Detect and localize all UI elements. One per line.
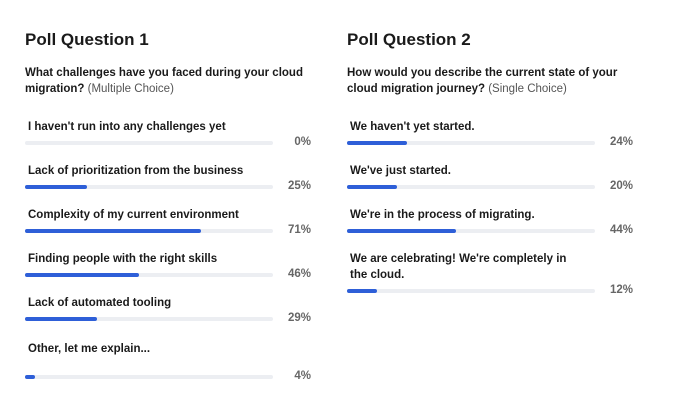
option-percent: 29% — [287, 312, 311, 324]
result-bar-track — [25, 185, 273, 189]
option-label: We haven't yet started. — [350, 121, 475, 133]
result-bar-fill — [347, 185, 397, 189]
option-label: Lack of automated tooling — [28, 297, 172, 309]
result-bar-fill — [347, 229, 457, 233]
option-label: Lack of prioritization from the business — [28, 165, 244, 177]
option-percent: 24% — [609, 136, 633, 148]
option-percent: 12% — [609, 284, 633, 296]
question-text: How would you describe the current state… — [347, 67, 618, 95]
result-bar-track — [25, 317, 273, 321]
result-bar-track — [347, 141, 595, 145]
result-bar-fill — [25, 229, 202, 233]
option-percent: 0% — [294, 136, 311, 148]
option-label: Complexity of my current environment — [28, 209, 239, 221]
option-percent: 44% — [609, 224, 633, 236]
result-bar-track — [347, 185, 595, 189]
question-text: What challenges have you faced during yo… — [25, 67, 303, 95]
option-percent: 71% — [287, 224, 311, 236]
result-bar-fill — [25, 185, 87, 189]
option-label: Other, let me explain... — [28, 343, 151, 355]
poll-title: Poll Question 2 — [347, 30, 471, 49]
option-label: We're in the process of migrating. — [350, 209, 535, 221]
result-bar-track — [25, 273, 273, 277]
result-bar-track — [25, 229, 273, 233]
option-percent: 46% — [287, 268, 311, 280]
option-label: We are celebrating! We're completely in … — [350, 253, 567, 281]
poll-question-text: How would you describe the current state… — [347, 65, 637, 97]
result-bar-fill — [347, 289, 377, 293]
question-hint: (Single Choice) — [488, 83, 567, 95]
result-bar-fill — [347, 141, 407, 145]
option-percent: 25% — [287, 180, 311, 192]
result-bar-track — [347, 289, 595, 293]
result-bar-track — [25, 375, 273, 379]
poll-title: Poll Question 1 — [25, 30, 149, 49]
result-bar-track — [347, 229, 595, 233]
option-label: I haven't run into any challenges yet — [28, 121, 226, 133]
poll-question-text: What challenges have you faced during yo… — [25, 65, 315, 97]
result-bar-track — [25, 141, 273, 145]
result-bar-fill — [25, 273, 140, 277]
result-bar-fill — [25, 375, 35, 379]
option-percent: 20% — [609, 180, 633, 192]
option-label: We've just started. — [350, 165, 451, 177]
option-percent: 4% — [294, 370, 311, 382]
option-label: Finding people with the right skills — [28, 253, 218, 265]
question-hint: (Multiple Choice) — [87, 83, 174, 95]
result-bar-fill — [25, 317, 97, 321]
